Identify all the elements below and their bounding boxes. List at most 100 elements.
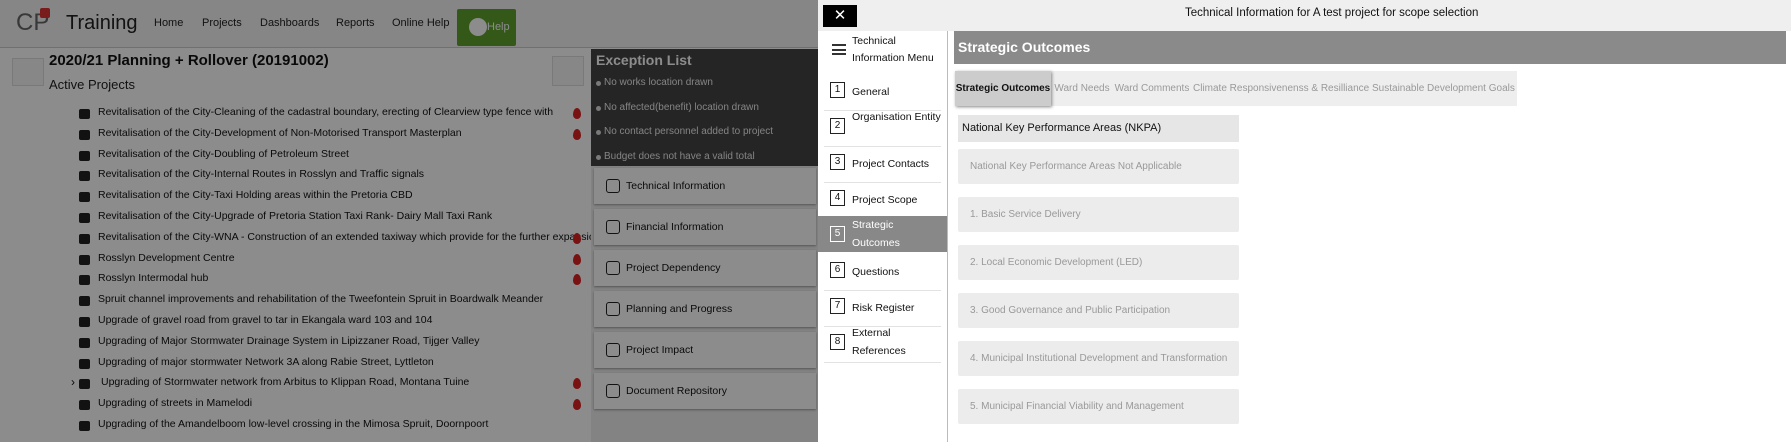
menu-divider: [824, 290, 941, 291]
exception-title: Exception List: [596, 52, 692, 68]
search-button[interactable]: [552, 56, 584, 86]
option-label[interactable]: 5. Municipal Financial Viability and Man…: [970, 401, 1184, 412]
filter-button[interactable]: [12, 58, 44, 86]
menu-number[interactable]: 7: [830, 298, 845, 314]
action-button[interactable]: Planning and Progress: [594, 291, 816, 327]
action-icon: [606, 220, 620, 234]
option-label[interactable]: 4. Municipal Institutional Development a…: [970, 353, 1228, 364]
option-label[interactable]: National Key Performance Areas Not Appli…: [970, 161, 1182, 172]
nav-item[interactable]: Dashboards: [260, 17, 320, 29]
menu-number[interactable]: 3: [830, 154, 845, 170]
menu-divider: [824, 182, 941, 183]
project-icon: [79, 296, 90, 307]
menu-number[interactable]: 1: [830, 82, 845, 98]
panel-subtitle: Active Projects: [49, 77, 135, 92]
project-name[interactable]: Revitalisation of the City-Upgrade of Pr…: [98, 210, 493, 222]
close-button[interactable]: ✕: [823, 5, 857, 27]
project-name[interactable]: Revitalisation of the City-WNA - Constru…: [98, 230, 601, 243]
action-button[interactable]: Technical Information: [594, 168, 816, 204]
option[interactable]: 5. Municipal Financial Viability and Man…: [958, 389, 1239, 424]
action-button[interactable]: Project Impact: [594, 332, 816, 368]
dim-overlay: [0, 0, 818, 442]
project-icon: [79, 233, 90, 244]
dialog-title: Technical Information for A test project…: [1185, 7, 1479, 19]
project-icon: [79, 213, 90, 223]
project-name[interactable]: Revitalisation of the City-Cleaning of t…: [98, 106, 554, 118]
nav-item[interactable]: Home: [154, 17, 184, 29]
project-name[interactable]: Revitalisation of the City-Internal Rout…: [98, 168, 425, 181]
menu-item[interactable]: External References: [852, 327, 906, 357]
tab[interactable]: Ward Needs: [1054, 83, 1110, 94]
project-name[interactable]: Upgrading of Major Stormwater Drainage S…: [98, 334, 480, 347]
project-icon: [79, 379, 90, 390]
project-name[interactable]: Upgrade of gravel road from gravel to ta…: [98, 314, 433, 326]
project-name[interactable]: Upgrading of major stormwater Network 3A…: [98, 355, 434, 368]
tab[interactable]: Strategic Outcomes: [955, 71, 1051, 106]
group-header: [958, 115, 1239, 142]
menu-item[interactable]: Project Contacts: [852, 158, 930, 170]
menu-selected: [818, 216, 947, 252]
menu-item[interactable]: Risk Register: [852, 302, 915, 314]
option[interactable]: 2. Local Economic Development (LED): [958, 245, 1239, 280]
tab[interactable]: Ward Comments: [1114, 83, 1190, 94]
top-bar: [0, 0, 818, 48]
menu-item[interactable]: Organisation Entity: [852, 111, 941, 123]
option[interactable]: 3. Good Governance and Public Participat…: [958, 293, 1239, 328]
nav-item[interactable]: Projects: [202, 17, 242, 29]
menu-title: Technical Information Menu: [852, 35, 934, 64]
help-label[interactable]: Help: [487, 21, 510, 33]
option[interactable]: 1. Basic Service Delivery: [958, 197, 1239, 232]
project-name[interactable]: Revitalisation of the City-Development o…: [98, 126, 462, 139]
tab[interactable]: Sustainable Development Goals: [1372, 83, 1515, 94]
project-name[interactable]: Upgrading of Stormwater network from Arb…: [101, 376, 470, 389]
nav-item[interactable]: Online Help: [392, 17, 450, 29]
dialog-header: [818, 0, 1791, 31]
project-name[interactable]: Rosslyn Development Centre: [98, 251, 235, 264]
action-button[interactable]: Document Repository: [594, 373, 816, 409]
project-name[interactable]: Revitalisation of the City-Taxi Holding …: [98, 189, 413, 202]
panel-title: 2020/21 Planning + Rollover (20191002): [49, 52, 329, 69]
flag-icon: [573, 253, 581, 265]
project-icon: [79, 109, 90, 119]
menu-divider: [824, 146, 941, 147]
project-name[interactable]: Revitalisation of the City-Doubling of P…: [98, 147, 349, 160]
menu-item[interactable]: Strategic Outcomes: [852, 219, 900, 249]
action-label[interactable]: Technical Information: [626, 180, 726, 192]
menu-number[interactable]: 6: [830, 262, 845, 278]
action-icon: [606, 179, 620, 193]
project-icon: [79, 337, 90, 348]
project-name[interactable]: Upgrading of the Amandelboom low-level c…: [98, 418, 489, 430]
tab[interactable]: Climate Responsivenenss & Resilliance: [1193, 83, 1370, 94]
menu-number[interactable]: 4: [830, 190, 845, 206]
exception-dot: [596, 81, 601, 86]
flag-icon: [573, 378, 581, 390]
action-button[interactable]: Project Dependency: [594, 250, 816, 286]
action-label[interactable]: Financial Information: [626, 221, 724, 233]
action-label[interactable]: Project Dependency: [626, 262, 721, 274]
action-button[interactable]: Financial Information: [594, 209, 816, 245]
menu-number[interactable]: 2: [830, 118, 845, 134]
project-name[interactable]: Upgrading of streets in Mamelodi: [98, 397, 253, 410]
option-label[interactable]: 3. Good Governance and Public Participat…: [970, 305, 1171, 316]
help-button[interactable]: Help: [457, 9, 516, 46]
option[interactable]: 4. Municipal Institutional Development a…: [958, 341, 1239, 376]
option-label[interactable]: 1. Basic Service Delivery: [970, 209, 1081, 220]
option-label[interactable]: 2. Local Economic Development (LED): [970, 257, 1143, 268]
menu-number[interactable]: 5: [830, 226, 845, 242]
project-name[interactable]: Spruit channel improvements and rehabili…: [98, 293, 544, 306]
nav-item[interactable]: Reports: [336, 17, 375, 29]
menu-item[interactable]: Project Scope: [852, 194, 918, 206]
menu-item[interactable]: General: [852, 86, 890, 98]
action-label[interactable]: Project Impact: [626, 344, 694, 356]
menu-item[interactable]: Questions: [852, 266, 900, 278]
project-name[interactable]: Rosslyn Intermodal hub: [98, 272, 209, 285]
action-label[interactable]: Document Repository: [626, 385, 727, 397]
option[interactable]: National Key Performance Areas Not Appli…: [958, 149, 1239, 184]
menu-number[interactable]: 8: [830, 334, 845, 350]
action-label[interactable]: Planning and Progress: [626, 303, 733, 315]
expand-chevron[interactable]: ›: [71, 375, 75, 390]
action-icon: [606, 302, 620, 316]
project-icon: [79, 192, 90, 203]
project-icon: [79, 275, 90, 286]
